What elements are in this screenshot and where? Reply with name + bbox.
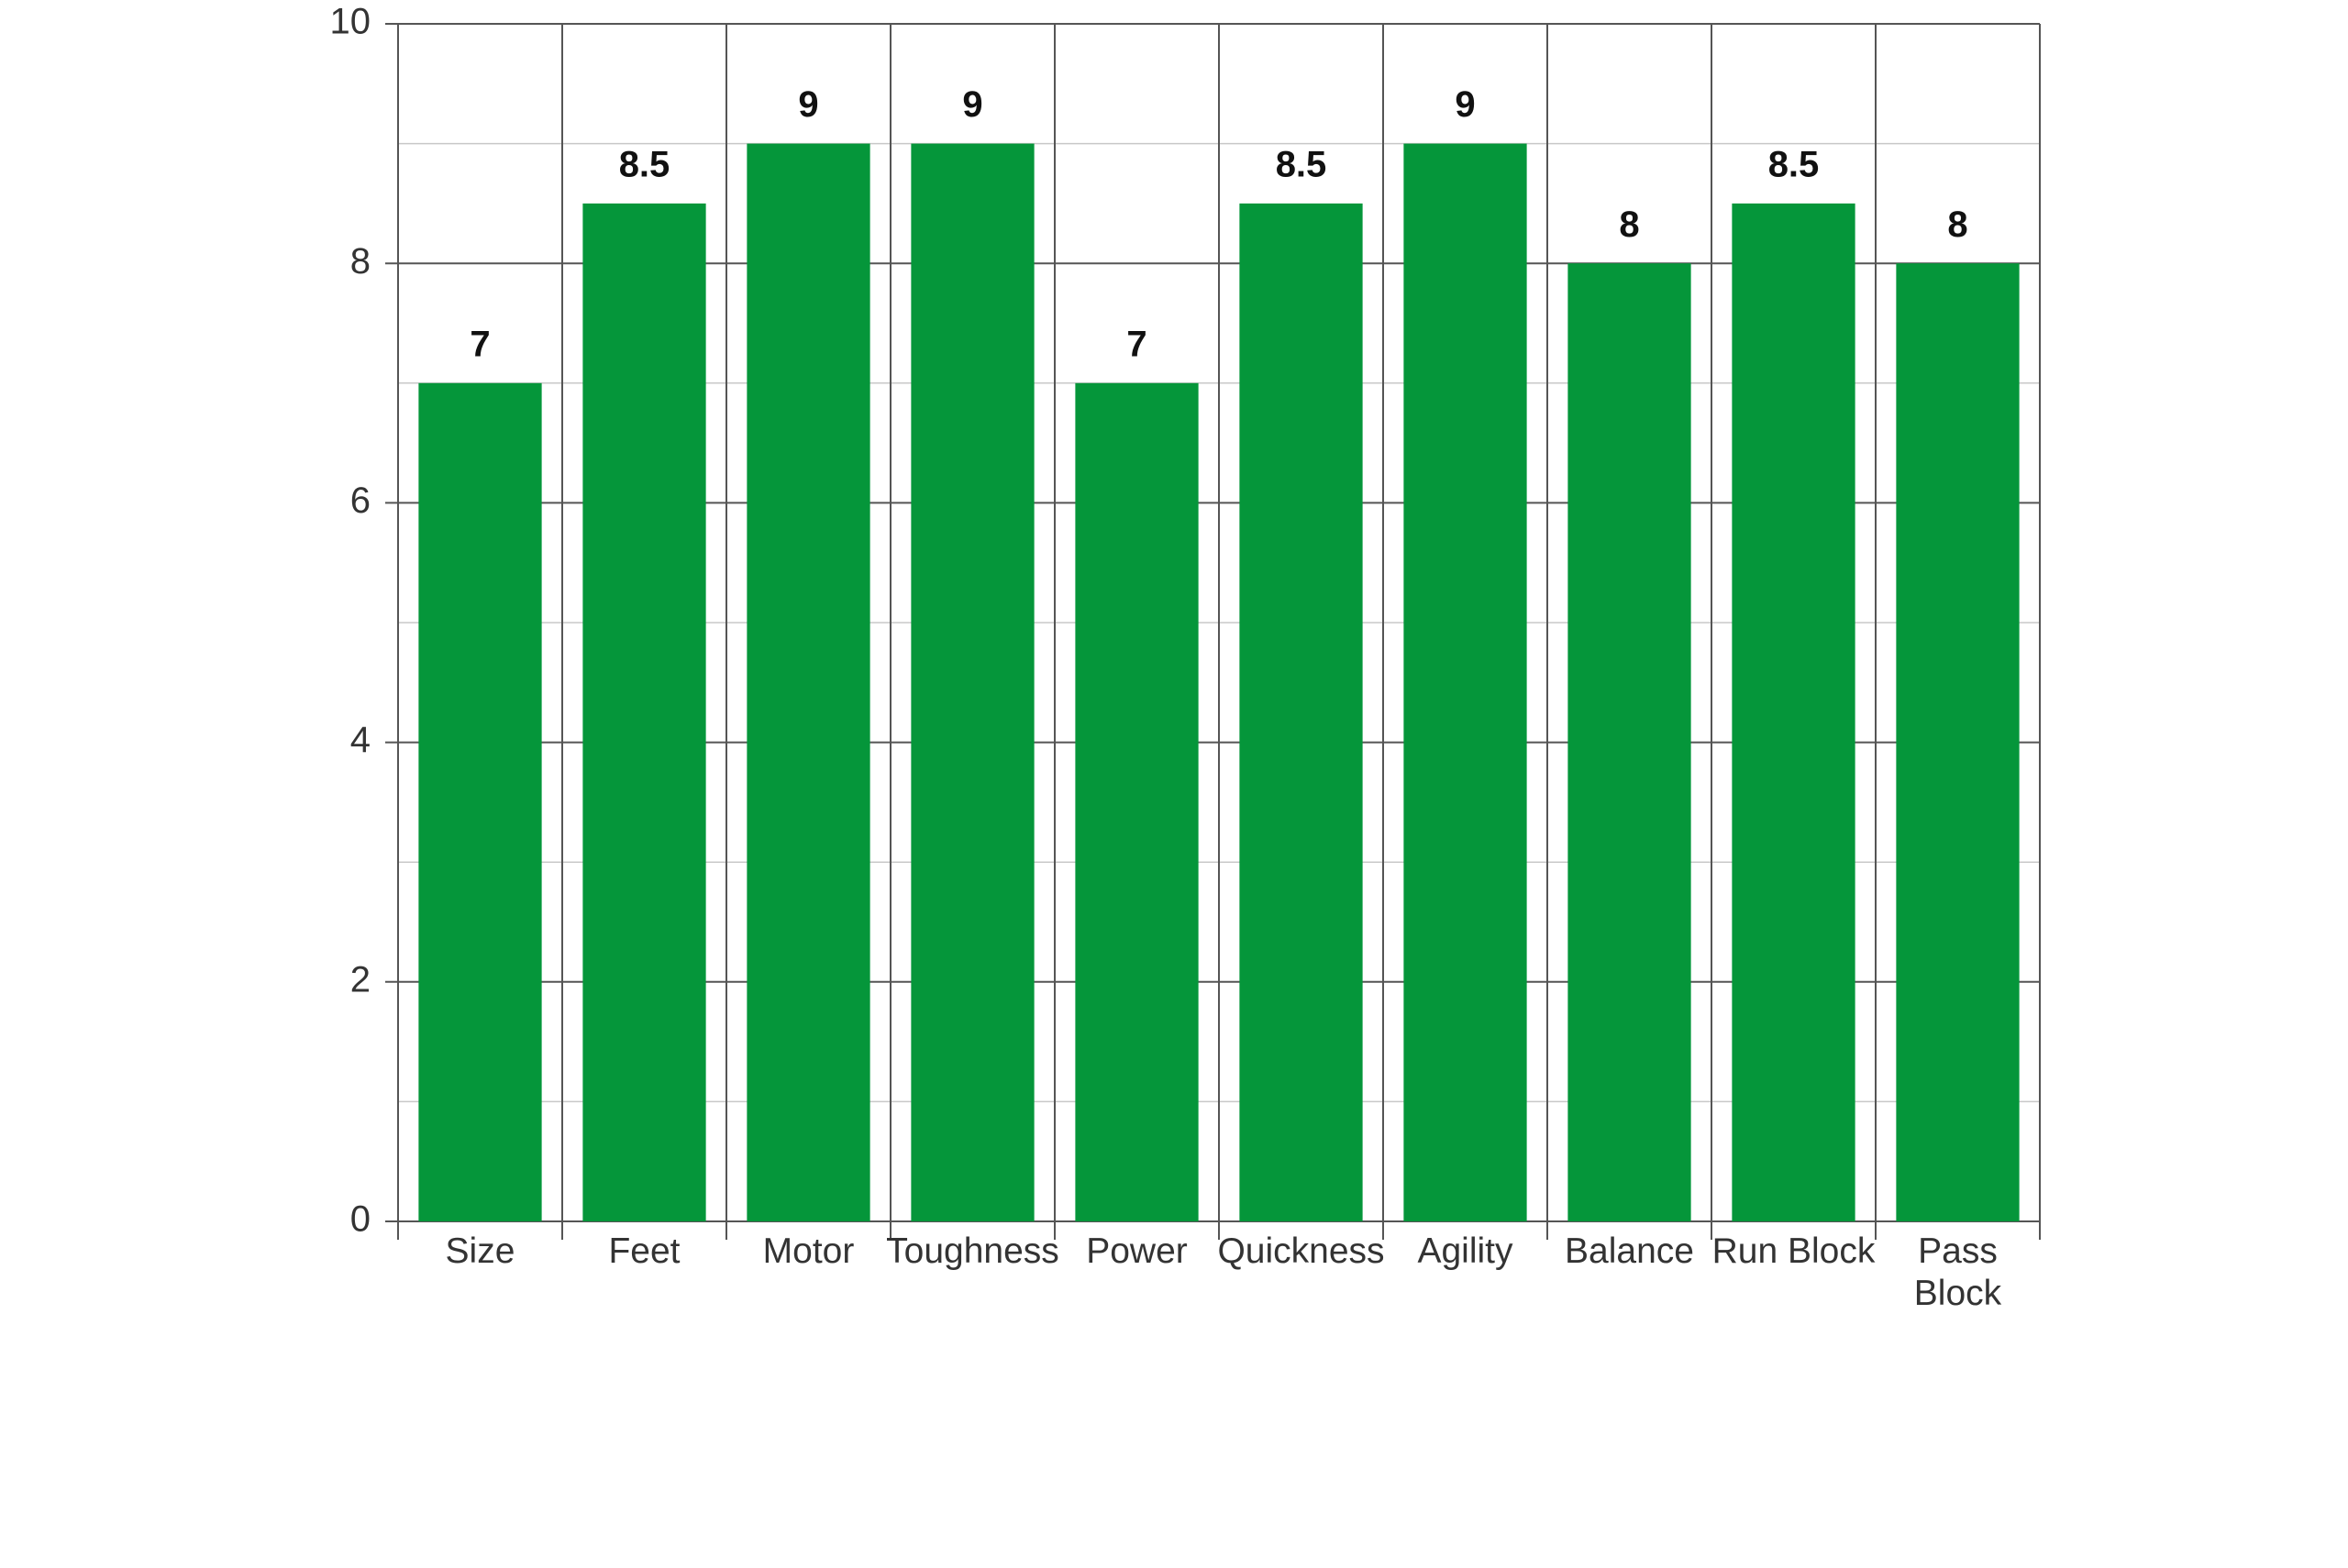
x-tick-label: Feet [608, 1231, 681, 1271]
value-label: 8 [1619, 204, 1639, 245]
value-label: 7 [470, 324, 490, 364]
value-label: 8.5 [1768, 144, 1820, 184]
bar [911, 143, 1035, 1222]
x-tick-label: Motor [762, 1231, 855, 1271]
y-tick-label: 2 [350, 959, 371, 999]
bar [418, 382, 542, 1221]
x-tick-label: Power [1086, 1231, 1188, 1271]
bar [1732, 203, 1855, 1221]
x-tick-label: Balance [1565, 1231, 1694, 1271]
value-label: 8 [1947, 204, 1967, 245]
bar [1896, 263, 2020, 1222]
value-label: 9 [1455, 84, 1475, 125]
bar [1075, 382, 1199, 1221]
x-tick-label: Pass Block [1913, 1231, 2002, 1313]
bar [1403, 143, 1527, 1222]
x-tick-label: Toughness [886, 1231, 1059, 1271]
y-tick-label: 4 [350, 720, 371, 760]
value-label: 9 [962, 84, 982, 125]
bar [1239, 203, 1363, 1221]
y-tick-label: 0 [350, 1199, 371, 1240]
x-tick-label: Quickness [1217, 1231, 1385, 1271]
y-tick-label: 8 [350, 241, 371, 282]
value-label: 8.5 [1276, 144, 1327, 184]
bar [747, 143, 870, 1222]
value-label: 7 [1126, 324, 1146, 364]
bar [1567, 263, 1691, 1222]
value-label: 8.5 [619, 144, 670, 184]
x-tick-label: Run Block [1711, 1231, 1876, 1271]
x-tick-label: Size [445, 1231, 515, 1271]
y-tick-label: 10 [330, 2, 371, 42]
bar [582, 203, 706, 1221]
x-tick-label: Agility [1417, 1231, 1513, 1271]
y-tick-label: 6 [350, 480, 371, 521]
value-label: 9 [798, 84, 818, 125]
